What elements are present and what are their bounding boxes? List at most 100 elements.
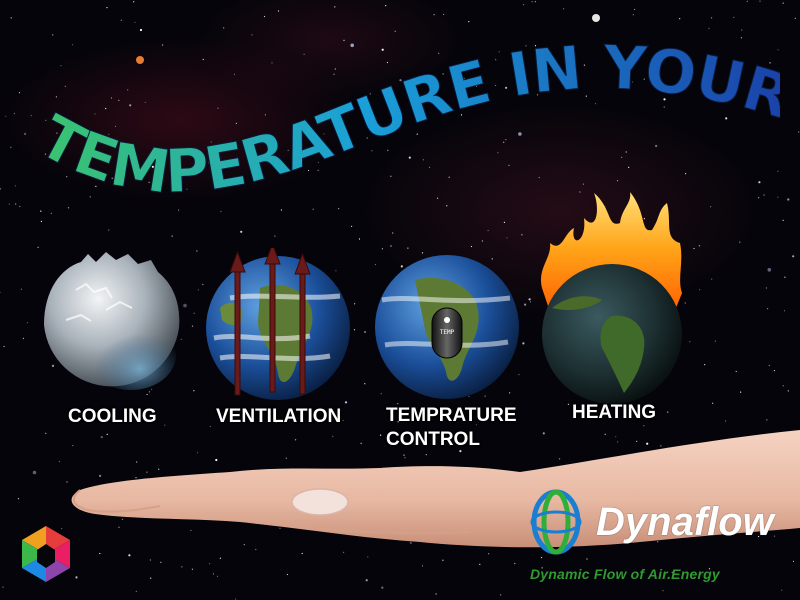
star: [497, 152, 499, 154]
star: [366, 137, 368, 139]
star: [99, 552, 101, 555]
star: [285, 457, 287, 459]
star: [586, 558, 588, 560]
star: [371, 150, 373, 152]
star: [765, 287, 768, 289]
star: [777, 49, 779, 51]
star: [758, 181, 761, 184]
star: [106, 433, 108, 435]
star: [128, 554, 131, 557]
star: [251, 34, 253, 36]
star: [495, 84, 497, 87]
star: [567, 403, 570, 405]
star: [129, 104, 132, 107]
bright-star: [136, 56, 144, 64]
star: [358, 238, 361, 240]
star: [684, 302, 686, 304]
star: [134, 21, 136, 23]
star: [3, 345, 5, 348]
star: [625, 151, 627, 153]
star: [464, 88, 466, 90]
star: [255, 548, 257, 551]
star: [655, 144, 658, 148]
star: [631, 81, 634, 83]
star: [777, 196, 779, 198]
star: [380, 434, 382, 436]
star: [685, 173, 687, 175]
star: [360, 442, 362, 444]
star: [397, 403, 399, 405]
star: [354, 303, 356, 305]
star: [604, 433, 606, 435]
star: [264, 114, 266, 116]
star: [209, 425, 211, 428]
star: [193, 390, 195, 392]
star: [767, 268, 772, 272]
star: [334, 68, 336, 70]
star: [704, 76, 706, 79]
star: [149, 559, 151, 561]
star: [779, 106, 781, 108]
star: [689, 341, 691, 343]
star: [343, 39, 345, 41]
star: [317, 169, 319, 171]
star: [10, 146, 12, 148]
star: [787, 390, 789, 392]
star: [759, 0, 761, 2]
star: [0, 291, 1, 293]
star: [380, 393, 382, 395]
star: [470, 245, 473, 248]
star: [394, 30, 396, 32]
star: [52, 34, 54, 36]
star: [506, 237, 508, 239]
star: [202, 58, 204, 61]
star: [209, 563, 211, 565]
star: [13, 112, 15, 115]
star: [679, 18, 681, 20]
star: [628, 166, 630, 168]
star: [240, 230, 243, 233]
star: [518, 132, 522, 136]
star: [20, 288, 22, 290]
star: [109, 154, 111, 156]
temperature-control-label: TEMPRATURE CONTROL: [386, 405, 517, 450]
star: [421, 565, 424, 567]
star: [505, 86, 508, 89]
star: [463, 78, 465, 80]
star: [534, 1, 536, 3]
star: [663, 106, 665, 108]
star: [503, 141, 505, 143]
star: [479, 563, 481, 566]
star: [374, 263, 376, 266]
star: [45, 432, 47, 434]
star: [75, 576, 78, 579]
star: [381, 586, 384, 589]
star: [217, 107, 219, 109]
star: [534, 45, 537, 47]
star: [235, 598, 237, 600]
star: [403, 454, 405, 456]
star: [191, 568, 193, 570]
star: [787, 198, 790, 201]
star: [197, 289, 199, 291]
star: [433, 14, 435, 16]
star: [60, 65, 62, 67]
star: [725, 117, 728, 120]
star: [708, 27, 710, 29]
star: [725, 420, 727, 422]
star: [135, 590, 137, 593]
star: [279, 527, 281, 529]
star: [500, 594, 502, 596]
star: [505, 139, 507, 141]
star: [280, 209, 282, 211]
star: [792, 560, 795, 563]
star: [10, 17, 12, 19]
upward-arrows: [229, 248, 311, 396]
star: [710, 206, 712, 208]
star: [275, 421, 277, 423]
open-hand-image: [71, 430, 800, 548]
star: [643, 218, 646, 220]
star: [498, 51, 500, 53]
star: [385, 5, 387, 7]
star: [94, 113, 96, 115]
